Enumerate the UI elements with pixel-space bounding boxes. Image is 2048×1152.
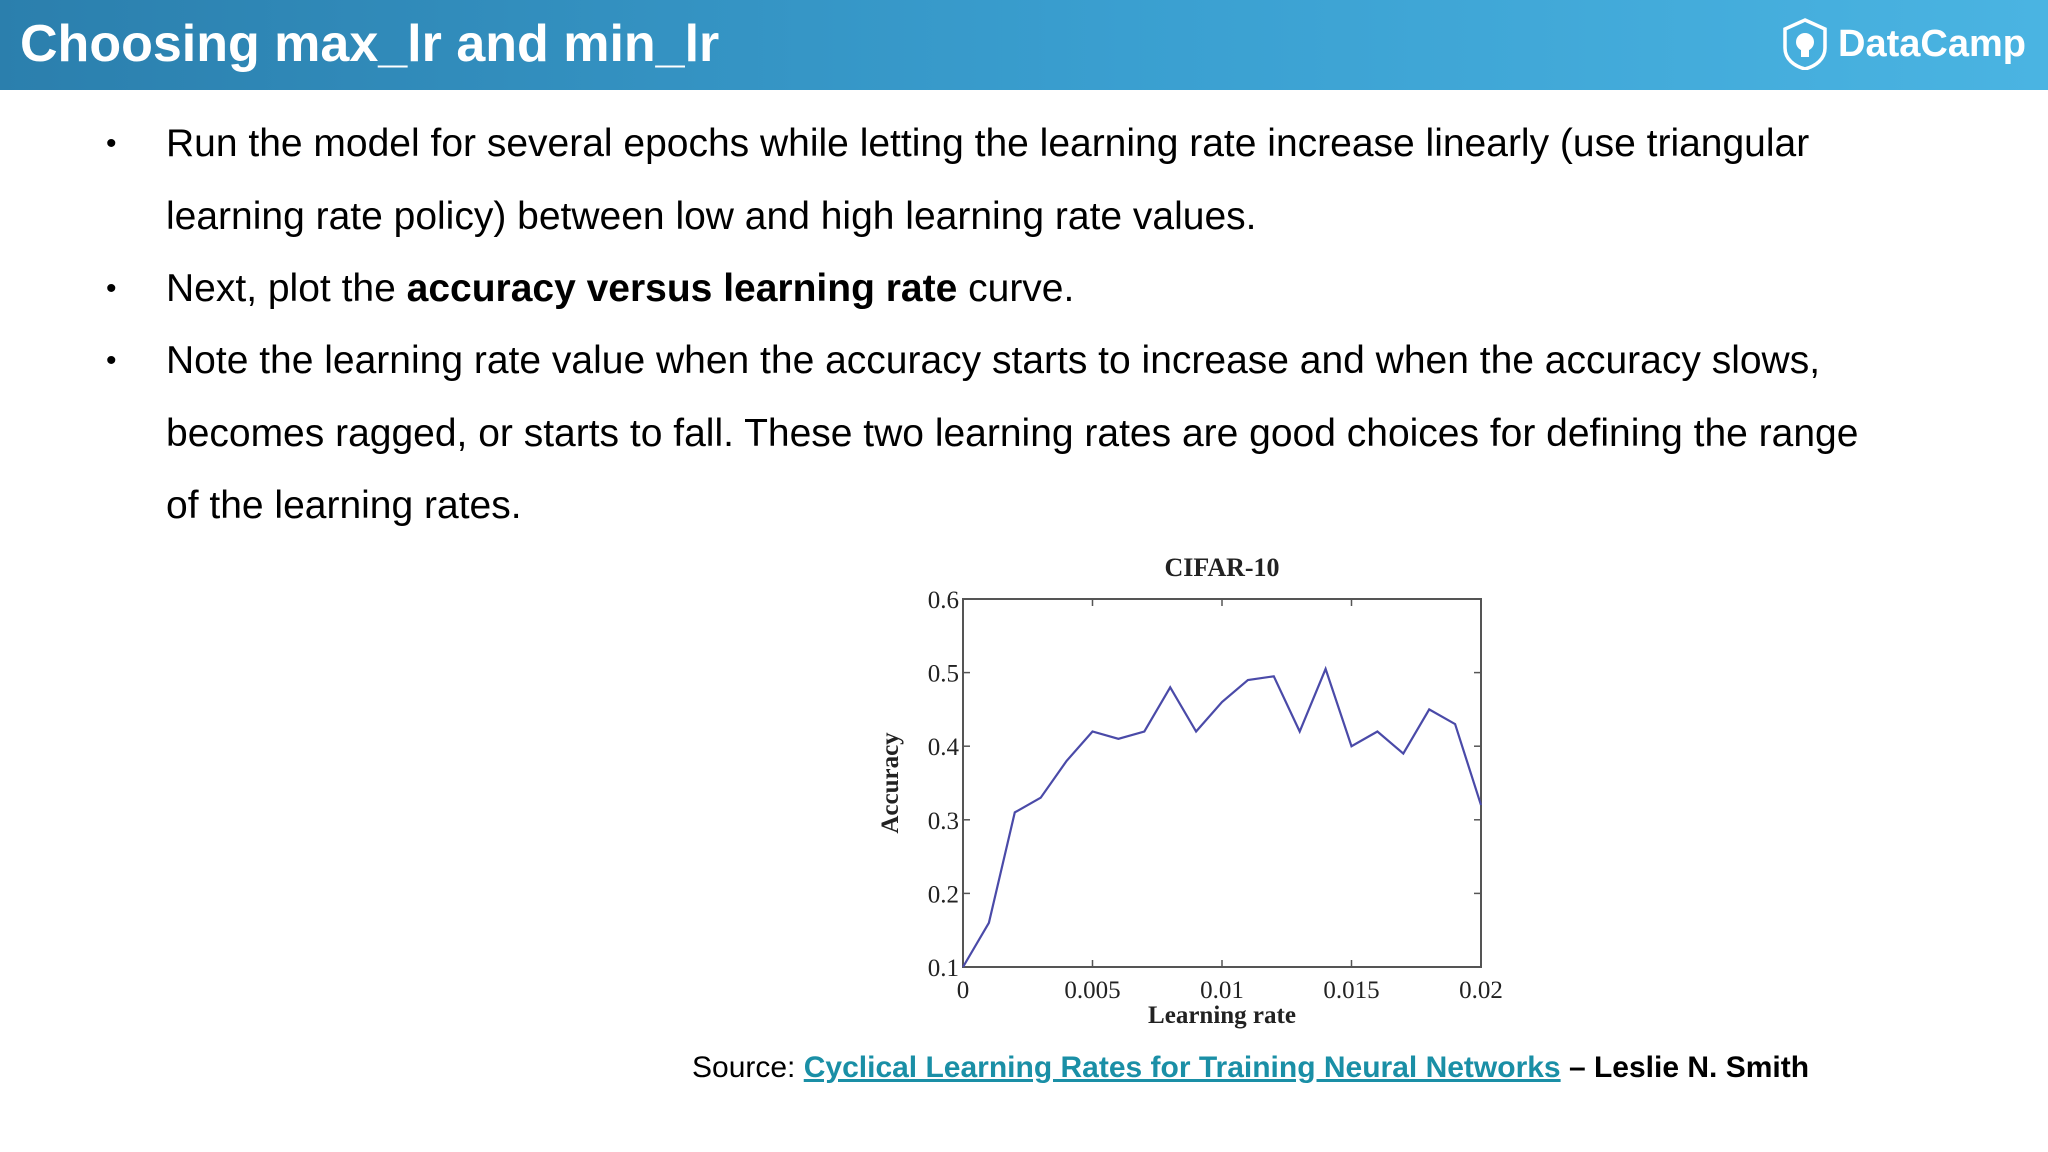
chart-title: CIFAR-10: [1164, 553, 1279, 582]
y-axis-label: Accuracy: [877, 732, 904, 834]
y-tick-label: 0.6: [928, 587, 959, 614]
accuracy-series-line: [962, 665, 1483, 968]
source-citation: Source: Cyclical Learning Rates for Trai…: [692, 1048, 1809, 1088]
bullet-text-bold: accuracy versus learning rate: [406, 267, 958, 310]
y-tick-label: 0.4: [928, 734, 960, 761]
y-tick-label: 0.5: [928, 661, 959, 688]
x-axis-label: Learning rate: [1148, 1002, 1296, 1029]
source-paper-link[interactable]: Cyclical Learning Rates for Training Neu…: [803, 1051, 1561, 1084]
x-tick-label: 0.01: [1200, 977, 1244, 1004]
bullet-marker: •: [106, 272, 117, 305]
x-tick-label: 0.005: [1064, 977, 1120, 1004]
accuracy-chart: CIFAR-10 0.1 0.2 0.3 0.4 0.5 0.6 0 0.005 0.01 0.…: [870, 540, 1530, 1040]
page-title: Choosing max_lr and min_lr: [20, 15, 720, 73]
bullet-text: Note the learning rate value when the ac…: [166, 339, 1859, 527]
x-tick-label: 0.02: [1459, 977, 1503, 1004]
y-tick-label: 0.3: [928, 808, 959, 835]
y-tick-label: 0.1: [928, 955, 959, 982]
brand-logo: DataCamp: [1782, 18, 2026, 70]
y-axis-ticks: 0.1 0.2 0.3 0.4 0.5 0.6: [928, 587, 1481, 982]
source-label: Source:: [692, 1051, 804, 1084]
brand-name: DataCamp: [1838, 22, 2026, 65]
bullet-text: Run the model for several epochs while l…: [166, 122, 1810, 238]
datacamp-logo-icon: [1783, 18, 1827, 70]
bullet-text-suffix: curve.: [957, 267, 1075, 310]
bullet-text-prefix: Next, plot the: [166, 267, 407, 310]
bullet-marker: •: [106, 344, 117, 377]
y-tick-label: 0.2: [928, 881, 959, 908]
x-tick-label: 0.015: [1323, 977, 1379, 1004]
plot-frame: [962, 598, 1482, 968]
bullet-text: Next, plot the accuracy versus learning …: [166, 253, 1866, 326]
chart-svg: CIFAR-10 0.10.20.30.40.50.6 0 0.005 0.01 0.…: [877, 553, 1503, 1029]
source-author: – Leslie N. Smith: [1560, 1051, 1810, 1084]
bullet-marker: •: [106, 127, 117, 160]
x-axis-ticks: 0 0.005 0.01 0.015 0.02: [957, 599, 1503, 1004]
x-tick-label: 0: [957, 977, 970, 1004]
header-bar: Choosing max_lr and min_lr DataCamp: [0, 0, 2048, 90]
